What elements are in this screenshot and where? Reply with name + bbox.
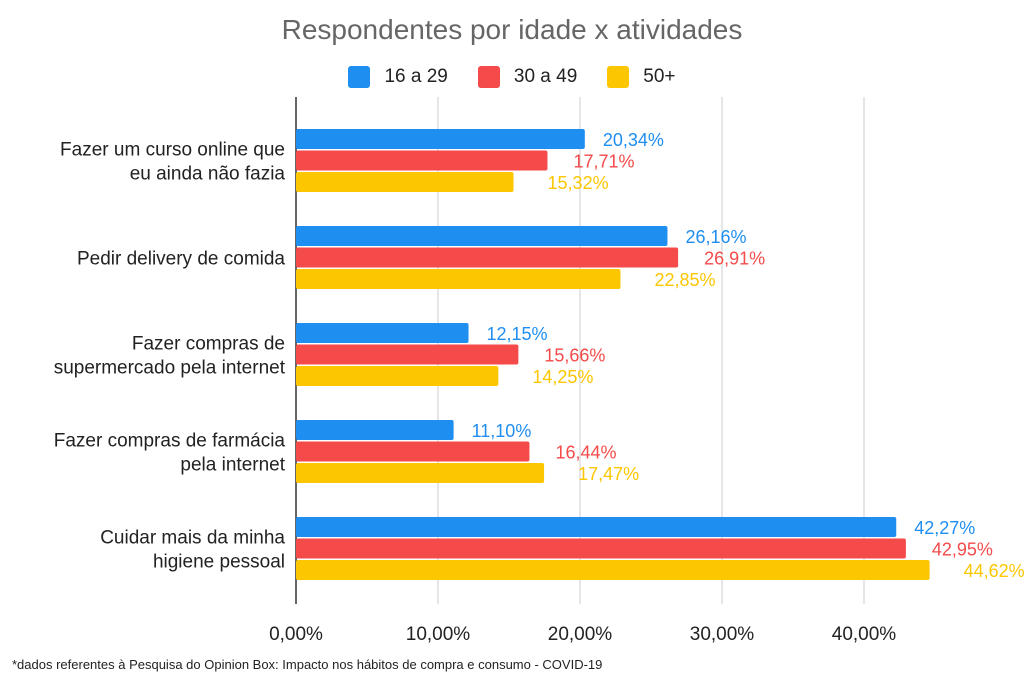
data-label-4-2: 44,62% [964,561,1024,581]
x-tick-label-3: 30,00% [690,624,755,645]
bar-0-0 [296,129,585,149]
chart-title: Respondentes por idade x atividades [281,14,743,45]
data-label-1-0: 26,16% [685,227,746,247]
category-label-1-0: Pedir delivery de comida [77,249,285,270]
bar-3-0 [296,420,454,440]
data-label-2-2: 14,25% [532,367,593,387]
bar-1-2 [296,269,621,289]
bar-3-1 [296,441,530,462]
bar-0-1 [296,150,548,171]
category-label-4-1: higiene pessoal [153,552,285,573]
data-label-1-2: 22,85% [654,270,715,290]
category-label-4-0: Cuidar mais da minha [100,528,285,549]
category-label-3-1: pela internet [180,455,285,476]
legend-label-16-29: 16 a 29 [384,66,448,87]
legend-swatch-50-plus [607,66,630,88]
x-tick-label-1: 10,00% [406,624,471,645]
bar-2-0 [296,323,469,343]
legend-swatch-30-49 [477,66,500,88]
bar-1-0 [296,226,668,246]
data-label-3-1: 16,44% [555,443,616,463]
bar-4-2 [296,560,930,580]
bar-2-2 [296,366,499,386]
data-label-0-0: 20,34% [603,130,664,150]
data-label-3-0: 11,10% [472,421,532,441]
category-label-2-1: supermercado pela internet [54,358,286,379]
x-tick-label-0: 0,00% [269,624,323,645]
legend-swatch-16-29 [348,66,371,88]
bar-4-1 [296,538,906,559]
category-label-2-0: Fazer compras de [132,334,285,355]
bar-1-1 [296,247,679,268]
data-label-2-1: 15,66% [544,346,605,366]
bar-4-0 [296,517,897,537]
footnote: *dados referentes à Pesquisa do Opinion … [12,657,603,672]
legend-label-50-plus: 50+ [643,66,676,87]
legend-item-16-29: 16 a 29 [348,66,448,88]
bar-3-2 [296,463,545,483]
data-label-4-1: 42,95% [932,540,993,560]
data-label-3-2: 17,47% [578,464,639,484]
legend-label-30-49: 30 a 49 [513,66,578,87]
data-label-1-1: 26,91% [704,249,765,269]
data-label-4-0: 42,27% [914,518,975,538]
data-label-0-2: 15,32% [548,173,609,193]
data-label-2-0: 12,15% [487,324,548,344]
legend: 16 a 29 30 a 49 50+ [0,66,1024,88]
category-label-0-0: Fazer um curso online que [60,140,285,161]
category-label-3-0: Fazer compras de farmácia [54,431,286,452]
bar-0-2 [296,172,514,192]
data-label-0-1: 17,71% [573,152,634,172]
x-tick-label-4: 40,00% [832,624,897,645]
x-tick-label-2: 20,00% [548,624,613,645]
legend-item-30-49: 30 a 49 [477,66,578,88]
legend-item-50-plus: 50+ [607,66,676,88]
category-label-0-1: eu ainda não fazia [130,164,286,185]
bar-2-1 [296,344,519,365]
